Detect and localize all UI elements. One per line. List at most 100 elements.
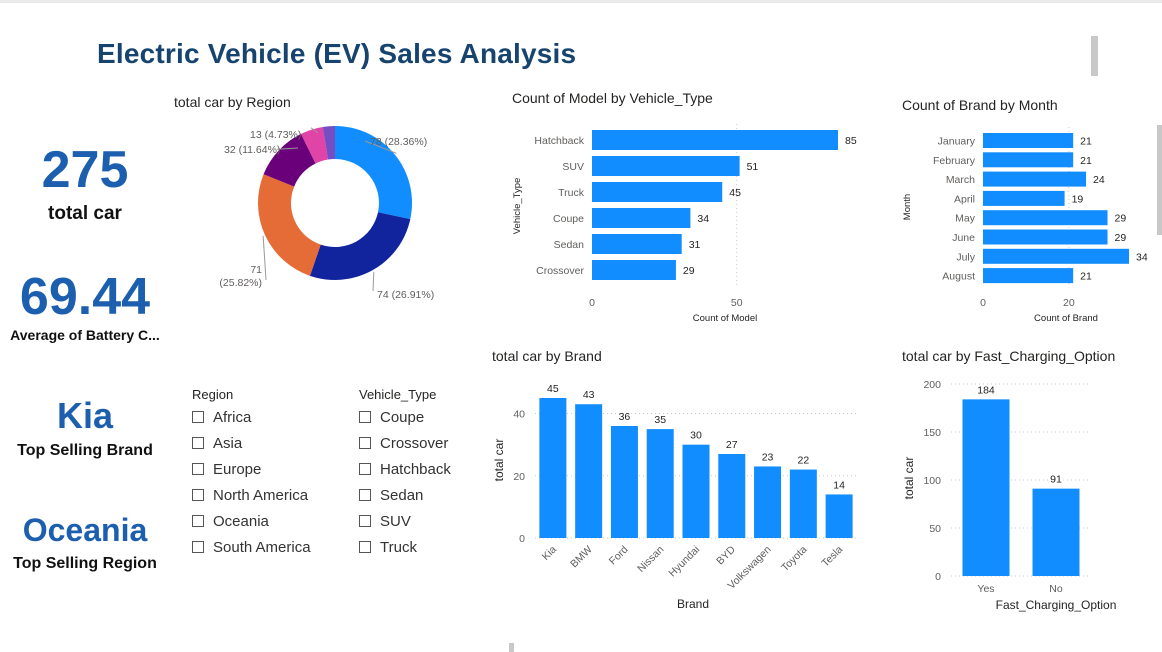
slicer-option[interactable]: Sedan	[359, 482, 489, 508]
slicer-option[interactable]: Truck	[359, 534, 489, 560]
month-bar-chart: 0 20 January 21 February 21 March 24 April 19 May 2…	[902, 127, 1148, 324]
data-label: 30	[690, 430, 702, 442]
x-tick-label: 0	[980, 297, 986, 309]
y-tick-label: 150	[923, 427, 941, 439]
brand-column-chart: 0 20 40 45 Kia 43 BMW 36 Ford 35 Nissan 30 Hyundai 27…	[492, 383, 857, 611]
y-category-label: Crossover	[536, 265, 584, 277]
y-category-label: June	[952, 232, 975, 244]
bar	[592, 208, 691, 228]
x-category-label: Toyota	[779, 544, 809, 574]
bar	[962, 399, 1010, 576]
donut-leader-line	[262, 235, 267, 281]
data-label: 27	[726, 439, 738, 451]
x-category-label: Yes	[977, 583, 994, 595]
y-category-label: August	[942, 271, 975, 283]
slicer-option[interactable]: SUV	[359, 508, 489, 534]
slicer-option[interactable]: Coupe	[359, 404, 489, 430]
donut-data-label: 13 (4.73%)	[250, 129, 301, 141]
bottom-scroll-handle[interactable]	[509, 643, 514, 652]
kpi-region-value: Oceania	[22, 512, 148, 548]
data-label: 22	[797, 455, 809, 467]
data-label: 29	[1115, 232, 1127, 244]
bar	[592, 130, 838, 150]
slicer-option-label: Oceania	[213, 512, 269, 530]
checkbox-icon[interactable]	[359, 437, 371, 449]
bar	[592, 156, 740, 176]
data-label: 45	[729, 187, 741, 199]
slicer-option-label: Coupe	[380, 408, 425, 426]
x-category-label: BMW	[568, 544, 595, 571]
checkbox-icon[interactable]	[359, 515, 371, 527]
data-label: 35	[654, 414, 666, 426]
region-chart-title: total car by Region	[174, 94, 291, 110]
y-category-label: May	[955, 213, 976, 225]
checkbox-icon[interactable]	[192, 411, 204, 423]
data-label: 19	[1072, 193, 1084, 205]
region-slicer-title: Region	[192, 387, 234, 402]
y-category-label: Truck	[558, 187, 585, 199]
checkbox-icon[interactable]	[359, 463, 371, 475]
x-axis-title: Count of Model	[693, 313, 757, 324]
checkbox-icon[interactable]	[359, 541, 371, 553]
data-label: 21	[1080, 155, 1092, 167]
bar	[1032, 488, 1080, 576]
kpi-total-label: total car	[48, 203, 122, 224]
y-category-label: SUV	[562, 161, 584, 173]
bar	[983, 268, 1074, 284]
data-label: 184	[977, 384, 995, 396]
slicer-option[interactable]: South America	[192, 534, 342, 560]
data-label: 85	[845, 135, 857, 147]
data-label: 23	[762, 451, 774, 463]
y-category-label: Hatchback	[534, 135, 584, 147]
bar	[983, 229, 1108, 245]
bar	[682, 444, 710, 538]
slicer-option[interactable]: Africa	[192, 404, 342, 430]
x-category-label: BYD	[714, 543, 738, 567]
page-title: Electric Vehicle (EV) Sales Analysis	[97, 38, 577, 69]
slicer-option[interactable]: Hatchback	[359, 456, 489, 482]
slicer-option-label: Truck	[380, 538, 417, 556]
y-axis-title: Month	[902, 194, 913, 220]
visual-scrollbar[interactable]	[1157, 125, 1162, 235]
slicer-option-label: South America	[213, 538, 311, 556]
bar	[610, 426, 638, 538]
kpi-brand-label: Top Selling Brand	[17, 442, 153, 459]
x-category-label: Ford	[607, 544, 631, 568]
slicer-option[interactable]: Europe	[192, 456, 342, 482]
slicer-option[interactable]: Oceania	[192, 508, 342, 534]
data-label: 24	[1093, 174, 1105, 186]
bar	[983, 210, 1108, 226]
data-label: 91	[1050, 474, 1062, 486]
brand-chart-title: total car by Brand	[492, 348, 602, 364]
checkbox-icon[interactable]	[359, 489, 371, 501]
checkbox-icon[interactable]	[192, 463, 204, 475]
y-tick-label: 40	[513, 409, 525, 421]
slicer-option-label: SUV	[380, 512, 411, 530]
checkbox-icon[interactable]	[192, 541, 204, 553]
vehicle-type-chart-title: Count of Model by Vehicle_Type	[512, 90, 713, 106]
slicer-option[interactable]: North America	[192, 482, 342, 508]
y-category-label: Sedan	[554, 239, 585, 251]
kpi-battery-value: 69.44	[19, 268, 151, 326]
slicer-option-label: Asia	[213, 434, 243, 452]
donut-data-label: 78 (28.36%)	[370, 136, 427, 148]
donut-data-label: 32 (11.64%)	[224, 144, 280, 156]
donut-slice	[258, 174, 321, 276]
y-tick-label: 20	[513, 471, 525, 483]
y-tick-label: 100	[923, 475, 941, 487]
checkbox-icon[interactable]	[192, 437, 204, 449]
y-category-label: April	[954, 193, 975, 205]
bar	[983, 133, 1074, 148]
donut-leader-line	[364, 140, 397, 154]
data-label: 51	[747, 161, 759, 173]
x-category-label: No	[1049, 583, 1063, 595]
x-tick-label: 20	[1063, 297, 1075, 309]
slicer-option[interactable]: Crossover	[359, 430, 489, 456]
slicer-option-label: North America	[213, 486, 309, 504]
donut-slice	[301, 126, 328, 164]
page-scrollbar[interactable]	[1091, 36, 1098, 76]
slicer-option[interactable]: Asia	[192, 430, 342, 456]
checkbox-icon[interactable]	[359, 411, 371, 423]
checkbox-icon[interactable]	[192, 489, 204, 501]
checkbox-icon[interactable]	[192, 515, 204, 527]
